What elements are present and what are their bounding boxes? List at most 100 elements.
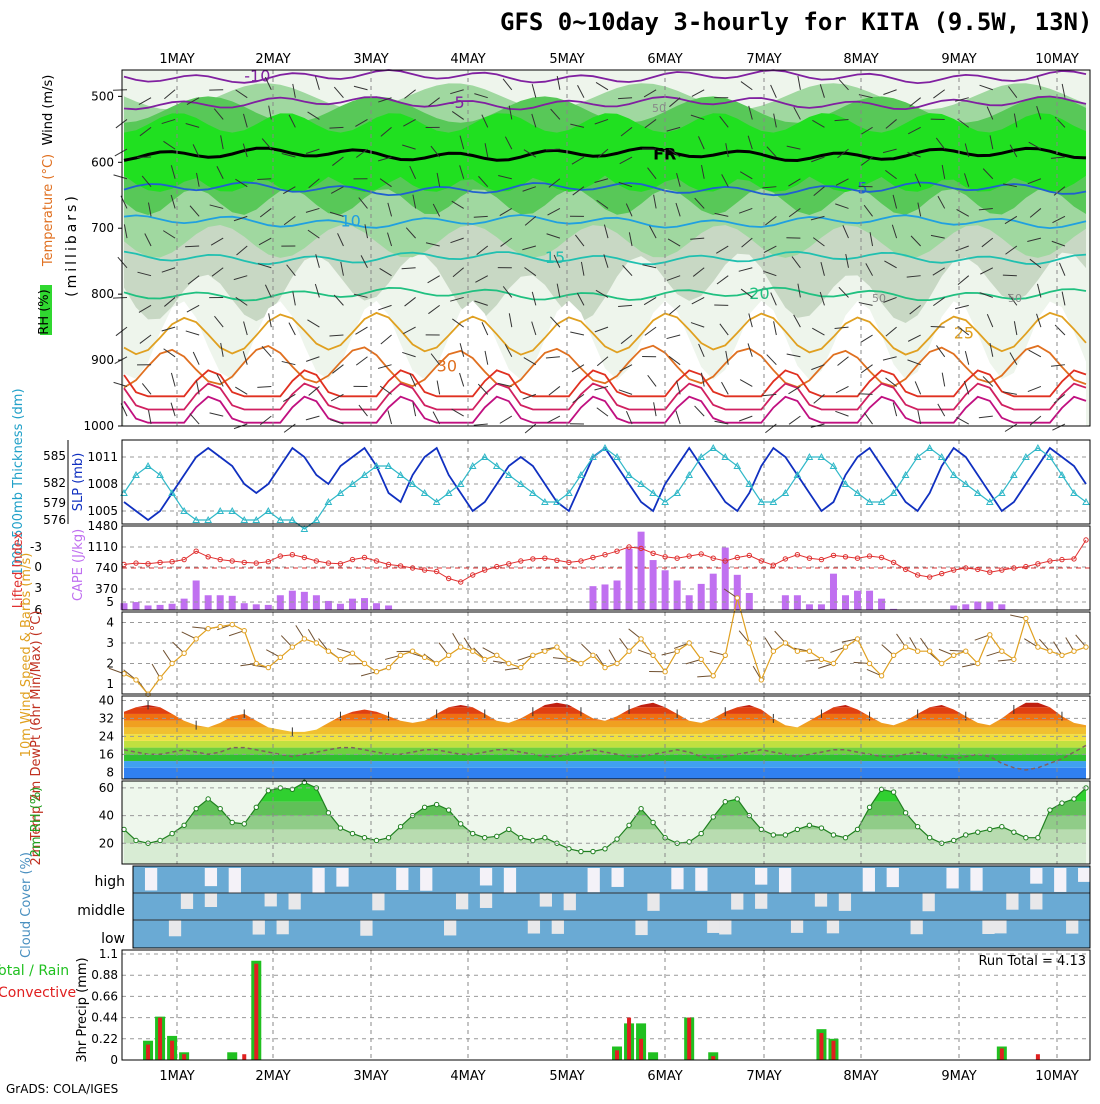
cape-bar <box>950 605 957 610</box>
cape-bar <box>962 604 969 610</box>
top-date-label-2: 3MAY <box>353 52 388 67</box>
rh2m-marker <box>1024 836 1028 840</box>
sounding-ytick-label-1: 600 <box>91 155 114 169</box>
rh2m-marker <box>326 811 330 815</box>
temp-contour-label-8: 30 <box>437 357 457 376</box>
sounding-ytick-label-2: 700 <box>91 221 114 235</box>
rh2m-label: 2m RH (%) <box>29 787 44 858</box>
precip-tick-3: 0.44 <box>91 1011 118 1025</box>
cape-bar <box>181 599 188 610</box>
cape-bar <box>818 604 825 610</box>
rh2m-tick-2: 20 <box>99 836 114 850</box>
precip-conv-bar <box>627 1018 631 1060</box>
rh2m-marker <box>819 826 823 830</box>
rh2m-marker <box>218 806 222 810</box>
wind10-marker <box>266 665 270 669</box>
precip-conv-bar <box>711 1056 715 1060</box>
temp-band-0 <box>122 768 1090 779</box>
rh2m-marker <box>651 820 655 824</box>
cape-bar <box>205 595 212 610</box>
slp-tick-2: 1005 <box>87 504 118 518</box>
temp-band-4 <box>122 741 1090 748</box>
cloud-cell <box>946 868 958 888</box>
cape-bar <box>710 574 717 610</box>
rh2m-marker <box>627 823 631 827</box>
cape-bar <box>253 604 260 610</box>
cloud-cell <box>612 868 624 887</box>
wind10-marker <box>891 653 895 657</box>
cloud-cell <box>863 868 875 892</box>
cloud-cell <box>312 868 324 893</box>
temp-band-6 <box>122 727 1090 734</box>
cloud-cell <box>372 893 384 910</box>
temp-band-11 <box>122 694 1090 701</box>
sounding-label-temp: Temperature (°C) <box>41 154 56 267</box>
wind10-marker <box>531 653 535 657</box>
temp-band-1 <box>122 761 1090 768</box>
wind10-marker <box>194 637 198 641</box>
cloud-cell <box>265 893 277 906</box>
cloud-cell <box>635 920 647 935</box>
cloud-cell <box>1066 920 1078 934</box>
rh2m-marker <box>386 836 390 840</box>
wind10-marker <box>831 661 835 665</box>
temp2m-tick-2: 24 <box>99 729 114 743</box>
cloud-cell <box>719 920 731 934</box>
rh2m-marker <box>531 838 535 842</box>
wind10-marker <box>735 596 739 600</box>
rh2m-marker <box>398 824 402 828</box>
wind10-marker <box>1000 649 1004 653</box>
temp-band-7 <box>122 721 1090 728</box>
wind10-marker <box>723 653 727 657</box>
precip-conv-bar <box>819 1033 823 1060</box>
rh2m-marker <box>952 838 956 842</box>
wind10-marker <box>459 645 463 649</box>
cloud-cell <box>779 868 791 892</box>
temp-band-9 <box>122 707 1090 714</box>
sounding-label-units: (millibars) <box>64 193 80 297</box>
wind10-marker <box>362 661 366 665</box>
bottom-date-label-0: 1MAY <box>159 1069 194 1084</box>
rh2m-marker <box>964 833 968 837</box>
wind10-tick-0: 5 <box>106 595 114 609</box>
wind10-marker <box>747 641 751 645</box>
rh2m-marker <box>795 827 799 831</box>
thickness-line <box>124 448 1086 529</box>
wind10-marker <box>879 674 883 678</box>
precip-label: 3hr Precip (mm) <box>75 957 90 1062</box>
bottom-date-label-4: 5MAY <box>549 1069 584 1084</box>
cloud-cell <box>169 920 181 936</box>
rh2m-marker <box>1012 830 1016 834</box>
thickness-tick-3: 576 <box>43 513 66 527</box>
cape-bar <box>157 605 164 610</box>
bottom-date-label-9: 10MAY <box>1035 1069 1079 1084</box>
cape-bar <box>878 599 885 610</box>
wind10-marker <box>603 665 607 669</box>
wind10-marker <box>338 657 342 661</box>
cloud-cell <box>552 920 564 934</box>
cape-bar <box>589 586 596 610</box>
wind10-marker <box>410 649 414 653</box>
cape-bar <box>301 592 308 610</box>
rh2m-marker <box>591 849 595 853</box>
cape-bar <box>361 598 368 610</box>
wind10-marker <box>1084 645 1088 649</box>
rh2m-marker <box>1048 808 1052 812</box>
wind-barb <box>931 327 945 328</box>
precip-conv-bar <box>146 1045 150 1060</box>
cape-bar <box>746 593 753 610</box>
li-tick-2: 3 <box>34 581 42 595</box>
top-date-label-1: 2MAY <box>255 52 290 67</box>
wind10-marker <box>326 649 330 653</box>
wind10-marker <box>927 649 931 653</box>
wind10-marker <box>471 649 475 653</box>
temp-band-3 <box>122 748 1090 755</box>
rh2m-marker <box>735 797 739 801</box>
wind10-marker <box>843 645 847 649</box>
rh2m-marker <box>891 790 895 794</box>
wind10-marker <box>915 649 919 653</box>
rh2m-marker <box>182 823 186 827</box>
cloud-cell <box>970 868 982 891</box>
cape-bar <box>349 599 356 610</box>
cloud-cell <box>253 920 265 935</box>
